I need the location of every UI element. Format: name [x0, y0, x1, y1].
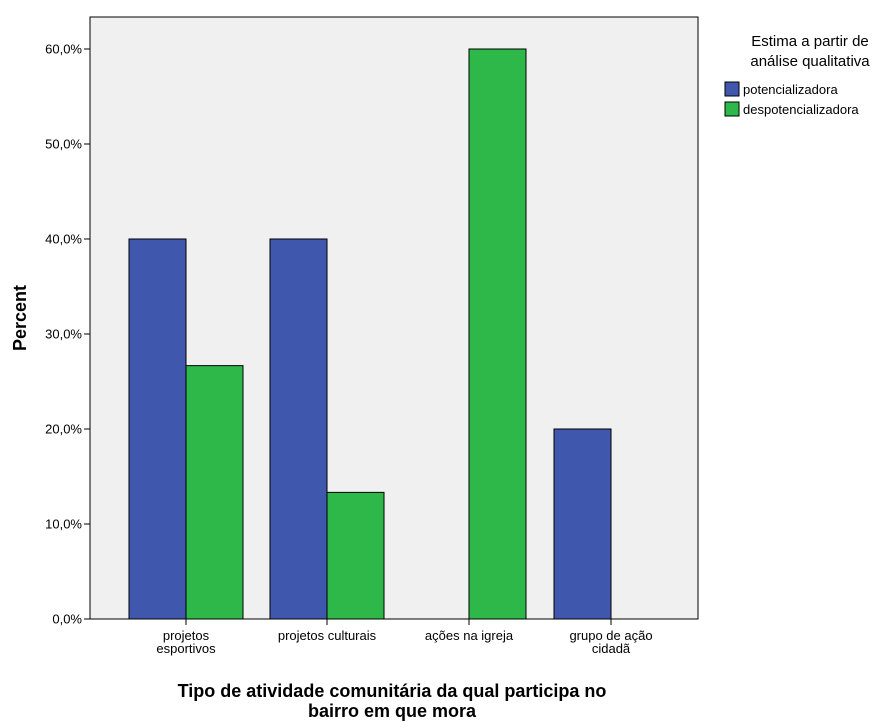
legend-title-line-2: análise qualitativa	[750, 53, 870, 70]
legend: Estima a partir de análise qualitativa p…	[724, 33, 870, 117]
y-tick-label: 10,0%	[45, 517, 82, 532]
x-tick-label: cidadã	[592, 641, 631, 656]
y-tick-label: 60,0%	[45, 42, 82, 57]
x-tick-label: grupo de ação	[569, 628, 652, 643]
legend-items: potencializadora despotencializadora	[724, 81, 859, 117]
x-tick-label: esportivos	[156, 641, 216, 656]
y-tick-label: 0,0%	[52, 612, 82, 627]
x-axis-title-line-1: Tipo de atividade comunitária da qual pa…	[178, 681, 607, 701]
bar-potencializadora	[128, 238, 187, 620]
legend-swatch	[724, 81, 740, 97]
y-tick-label: 20,0%	[45, 422, 82, 437]
bar-despotencializadora	[326, 491, 385, 620]
y-tick-label: 50,0%	[45, 137, 82, 152]
y-axis-title: Percent	[10, 285, 30, 351]
legend-swatch	[724, 101, 740, 117]
x-tick-label: projetos culturais	[278, 628, 377, 643]
y-tick-label: 40,0%	[45, 232, 82, 247]
bar-despotencializadora	[185, 365, 244, 620]
bar-despotencializadora	[468, 48, 527, 620]
legend-title-line-1: Estima a partir de	[751, 33, 869, 50]
bar-potencializadora	[553, 428, 612, 620]
x-axis-title-line-2: bairro em que mora	[308, 701, 477, 721]
legend-label: potencializadora	[743, 82, 838, 97]
bar-potencializadora	[269, 238, 328, 620]
bars	[128, 48, 612, 620]
y-axis: 0,0% 10,0% 20,0% 30,0% 40,0% 50,0% 60,0%	[45, 42, 90, 627]
x-tick-label: ações na igreja	[425, 628, 514, 643]
y-tick-label: 30,0%	[45, 327, 82, 342]
x-tick-label: projetos	[163, 628, 210, 643]
legend-label: despotencializadora	[743, 102, 859, 117]
